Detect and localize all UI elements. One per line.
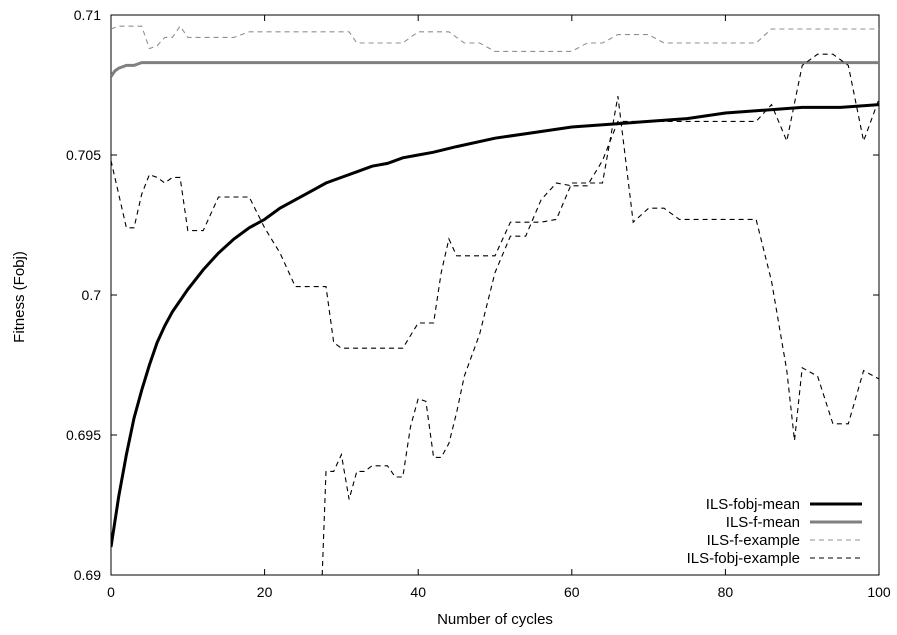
series-line-ILS-f-example <box>111 25 879 52</box>
plot-area <box>111 25 879 575</box>
y-tick-label: 0.695 <box>66 427 101 443</box>
series-line-ILS-f-mean <box>111 61 879 78</box>
series-line-ILS-fobj-mean <box>111 103 879 548</box>
x-tick-label: 0 <box>107 584 115 600</box>
legend-label: ILS-fobj-example <box>687 550 800 567</box>
y-axis-title: Fitness (Fobj) <box>11 251 28 343</box>
y-tick-label: 0.71 <box>74 7 101 23</box>
x-tick-label: 40 <box>410 584 426 600</box>
series-line-ILS-fobj-example <box>111 96 879 441</box>
axis-ticks: 0 20 40 60 80 100 0.69 0.695 0.7 0.705 0.71 <box>66 7 891 600</box>
legend-label: ILS-fobj-mean <box>706 496 800 513</box>
legend: ILS-fobj-meanILS-f-meanILS-f-exampleILS-… <box>687 496 862 567</box>
legend-label: ILS-f-example <box>707 532 800 549</box>
x-axis-title: Number of cycles <box>437 611 553 628</box>
y-tick-label: 0.7 <box>82 287 102 303</box>
series-layer <box>111 25 879 575</box>
plot-frame <box>110 14 880 576</box>
plot-border <box>110 14 880 576</box>
legend-label: ILS-f-mean <box>726 514 800 531</box>
x-tick-label: 60 <box>564 584 580 600</box>
series-line-ILS-fobj-example-lower <box>321 53 879 575</box>
y-tick-label: 0.705 <box>66 147 101 163</box>
x-tick-label: 100 <box>867 584 891 600</box>
x-tick-label: 80 <box>718 584 734 600</box>
x-tick-label: 20 <box>257 584 273 600</box>
y-tick-label: 0.69 <box>74 567 101 583</box>
